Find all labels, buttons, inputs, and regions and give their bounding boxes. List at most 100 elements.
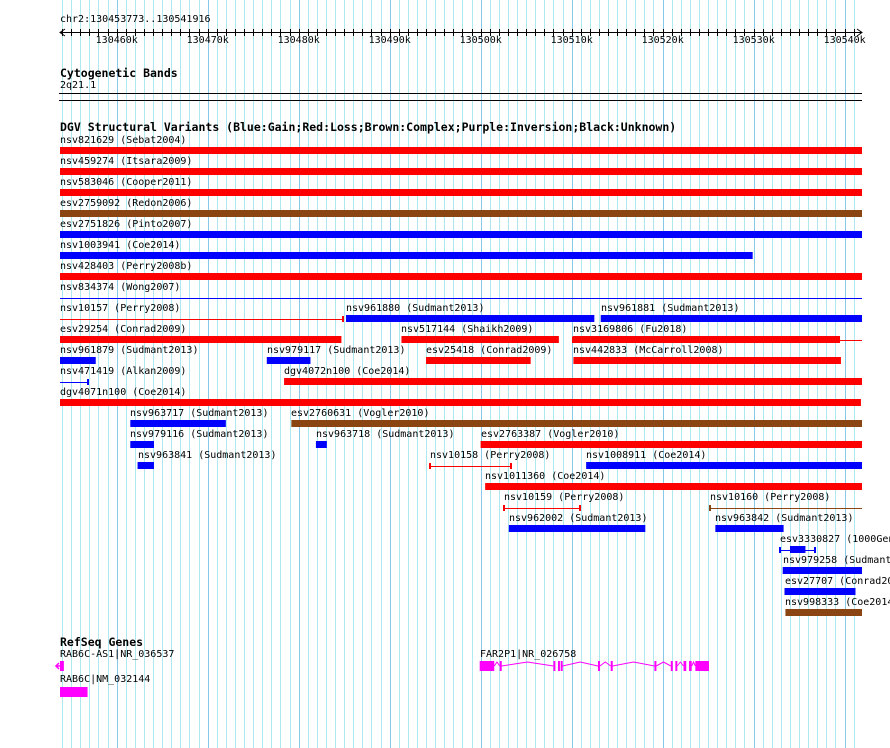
sv-dgv4072n100-bar[interactable] — [284, 378, 862, 385]
gene-FAR2P1-exon[interactable] — [479, 661, 495, 671]
gene-FAR2P1-exon[interactable] — [557, 661, 560, 671]
sv-label[interactable]: nsv10159 (Perry2008) — [504, 492, 625, 503]
sv-label[interactable]: nsv459274 (Itsara2009) — [60, 156, 193, 167]
ruler-tick-label: 130510k — [550, 35, 593, 46]
gene-label[interactable]: RAB6C|NM_032144 — [60, 674, 151, 685]
sv-nsv1008911-bar[interactable] — [586, 462, 862, 469]
sv-label[interactable]: nsv1008911 (Coe2014) — [586, 450, 707, 461]
refseq-track-title[interactable]: RefSeq Genes — [60, 635, 144, 649]
sv-nsv963718-bar[interactable] — [315, 441, 327, 448]
sv-label[interactable]: esv29254 (Conrad2009) — [60, 324, 187, 335]
cytoband-track-title[interactable]: Cytogenetic Bands — [60, 66, 178, 80]
sv-label[interactable]: nsv962002 (Sudmant2013) — [509, 513, 648, 524]
sv-label[interactable]: nsv979117 (Sudmant2013) — [267, 345, 406, 356]
sv-label[interactable]: nsv471419 (Alkan2009) — [60, 366, 187, 377]
sv-nsv1003941-bar[interactable] — [60, 252, 753, 259]
sv-nsv963717-bar[interactable] — [130, 420, 226, 427]
gene-FAR2P1-exon[interactable] — [688, 661, 692, 671]
sv-label[interactable]: nsv428403 (Perry2008b) — [60, 261, 193, 272]
gene-FAR2P1-exon[interactable] — [695, 661, 709, 671]
sv-nsv961879-bar[interactable] — [60, 357, 96, 364]
gene-label[interactable]: FAR2P1|NR_026758 — [480, 649, 577, 660]
gene-FAR2P1-exon[interactable] — [675, 661, 678, 671]
sv-label[interactable]: nsv979258 (Sudmant — [783, 555, 890, 566]
sv-nsv963842-bar[interactable] — [715, 525, 784, 532]
sv-label[interactable]: nsv821629 (Sebat2004) — [60, 135, 187, 146]
gene-FAR2P1-exon[interactable] — [597, 661, 600, 671]
sv-label[interactable]: nsv1011360 (Coe2014) — [485, 471, 606, 482]
sv-nsv583046-bar[interactable] — [60, 189, 862, 196]
sv-label[interactable]: nsv10157 (Perry2008) — [60, 303, 181, 314]
sv-nsv979117-bar[interactable] — [266, 357, 311, 364]
sv-nsv459274-bar[interactable] — [60, 168, 862, 175]
sv-nsv962002-bar[interactable] — [508, 525, 646, 532]
gene-FAR2P1-exon[interactable] — [560, 661, 563, 671]
sv-nsv963841-bar[interactable] — [137, 462, 154, 469]
sv-esv27707-bar[interactable] — [784, 588, 856, 595]
sv-label[interactable]: nsv10158 (Perry2008) — [430, 450, 551, 461]
sv-nsv1011360-bar[interactable] — [485, 483, 862, 490]
sv-esv2760631-bar[interactable] — [291, 420, 863, 427]
gene-FAR2P1-exon[interactable] — [553, 661, 556, 671]
sv-label[interactable]: nsv998333 (Coe2014 — [785, 597, 890, 608]
gene-FAR2P1-exon[interactable] — [654, 661, 657, 671]
sv-label[interactable]: nsv3169806 (Fu2018) — [573, 324, 688, 335]
gene-FAR2P1-exon[interactable] — [610, 661, 613, 671]
sv-label[interactable]: esv2763387 (Vogler2010) — [481, 429, 620, 440]
sv-esv3330827-bar[interactable] — [789, 546, 806, 553]
gene-FAR2P1-intron — [501, 661, 554, 667]
sv-nsv428403-bar[interactable] — [60, 273, 862, 280]
sv-label[interactable]: nsv442833 (McCarroll2008) — [573, 345, 724, 356]
ruler-right-arrow-icon[interactable] — [856, 28, 863, 37]
sv-label[interactable]: nsv1003941 (Coe2014) — [60, 240, 181, 251]
gene-RAB6C-AS1-exon[interactable] — [60, 661, 64, 671]
dgv-track-title[interactable]: DGV Structural Variants (Blue:Gain;Red:L… — [60, 120, 677, 134]
sv-label[interactable]: nsv834374 (Wong2007) — [60, 282, 181, 293]
sv-label[interactable]: nsv517144 (Shaikh2009) — [401, 324, 534, 335]
sv-nsv979116-bar[interactable] — [130, 441, 154, 448]
sv-label[interactable]: nsv961879 (Sudmant2013) — [60, 345, 199, 356]
sv-nsv517144-bar[interactable] — [401, 336, 559, 343]
sv-nsv961881-bar[interactable] — [600, 315, 862, 322]
gene-FAR2P1-exon[interactable] — [499, 661, 502, 671]
sv-label[interactable]: nsv961880 (Sudmant2013) — [346, 303, 485, 314]
sv-nsv998333-bar[interactable] — [785, 609, 862, 616]
sv-label[interactable]: esv27707 (Conrad20 — [785, 576, 890, 587]
gene-RAB6C-exon[interactable] — [60, 687, 88, 697]
sv-label[interactable]: nsv963718 (Sudmant2013) — [316, 429, 455, 440]
sv-nsv821629-bar[interactable] — [60, 147, 862, 154]
sv-label[interactable]: nsv10160 (Perry2008) — [710, 492, 831, 503]
sv-label[interactable]: nsv583046 (Cooper2011) — [60, 177, 193, 188]
sv-nsv961880-bar[interactable] — [345, 315, 595, 322]
sv-label[interactable]: dgv4072n100 (Coe2014) — [284, 366, 411, 377]
sv-label[interactable]: nsv961881 (Sudmant2013) — [601, 303, 740, 314]
sv-label[interactable]: dgv4071n100 (Coe2014) — [60, 387, 187, 398]
sv-nsv442833-bar[interactable] — [573, 357, 841, 364]
gene-FAR2P1-exon[interactable] — [683, 661, 687, 671]
gene-FAR2P1-intron — [691, 660, 696, 667]
sv-label[interactable]: nsv979116 (Sudmant2013) — [130, 429, 269, 440]
sv-label[interactable]: nsv963842 (Sudmant2013) — [715, 513, 854, 524]
sv-label[interactable]: nsv963841 (Sudmant2013) — [138, 450, 277, 461]
sv-nsv3169806-bar[interactable] — [572, 336, 841, 343]
sv-label[interactable]: esv2759092 (Redon2006) — [60, 198, 193, 209]
sv-label[interactable]: esv3330827 (1000Gen — [780, 534, 890, 545]
sv-label[interactable]: esv25418 (Conrad2009) — [426, 345, 553, 356]
sv-esv29254-bar[interactable] — [60, 336, 342, 343]
ruler-tick-label: 130530k — [732, 35, 775, 46]
sv-label[interactable]: nsv963717 (Sudmant2013) — [130, 408, 269, 419]
sv-nsv979258-bar[interactable] — [782, 567, 862, 574]
ruler-left-arrow-icon[interactable] — [59, 28, 66, 37]
ruler-tick-label: 130490k — [368, 35, 411, 46]
gene-label[interactable]: RAB6C-AS1|NR_036537 — [60, 649, 175, 660]
sv-label[interactable]: esv2760631 (Vogler2010) — [291, 408, 430, 419]
sv-esv2763387-bar[interactable] — [480, 441, 862, 448]
gene-FAR2P1-intron — [493, 661, 501, 667]
sv-label[interactable]: esv2751826 (Pinto2007) — [60, 219, 193, 230]
sv-dgv4071n100-bar[interactable] — [60, 399, 861, 406]
sv-esv25418-bar[interactable] — [426, 357, 531, 364]
sv-esv2751826-bar[interactable] — [60, 231, 862, 238]
sv-esv2759092-bar[interactable] — [60, 210, 862, 217]
gene-FAR2P1-exon[interactable] — [670, 661, 673, 671]
